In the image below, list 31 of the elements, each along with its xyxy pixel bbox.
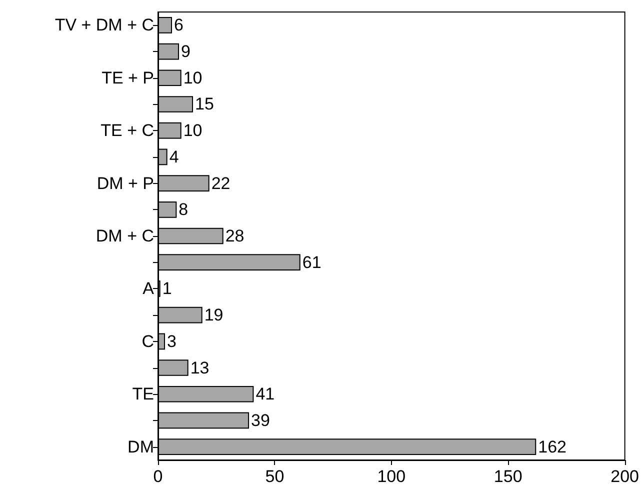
x-tick-label: 0 [153, 467, 163, 486]
y-tick-label: DM + P [96, 174, 154, 193]
y-tick-label: TE + C [100, 121, 154, 140]
y-tick-label: C [142, 332, 154, 351]
data-label: 162 [538, 437, 566, 456]
data-label: 6 [174, 16, 184, 35]
data-label: 41 [256, 384, 275, 404]
y-tick-label: TE + P [102, 68, 154, 88]
x-tick-label: 200 [610, 467, 640, 486]
x-tick-label: 50 [265, 467, 284, 486]
x-tick-label: 100 [377, 467, 406, 486]
data-label: 10 [183, 68, 202, 88]
data-label: 19 [204, 306, 224, 325]
y-tick-label: TE [132, 384, 154, 404]
data-label: 13 [190, 358, 210, 378]
y-tick-label: TV + DM + C [54, 16, 154, 35]
data-label: 8 [178, 200, 188, 220]
data-label: 39 [251, 410, 270, 430]
data-label: 1 [162, 279, 172, 298]
data-label: 3 [167, 332, 176, 351]
x-tick-label: 150 [494, 467, 522, 486]
y-tick-label: DM [128, 437, 154, 456]
data-label: 61 [302, 252, 322, 272]
data-label: 4 [169, 147, 179, 166]
data-label: 15 [195, 94, 214, 114]
data-label: 22 [211, 174, 230, 193]
data-label: 10 [183, 121, 202, 140]
data-label: 28 [225, 226, 244, 246]
y-tick-label: DM + C [96, 226, 154, 246]
y-tick-label: A [142, 279, 155, 298]
data-label: 9 [181, 42, 190, 62]
